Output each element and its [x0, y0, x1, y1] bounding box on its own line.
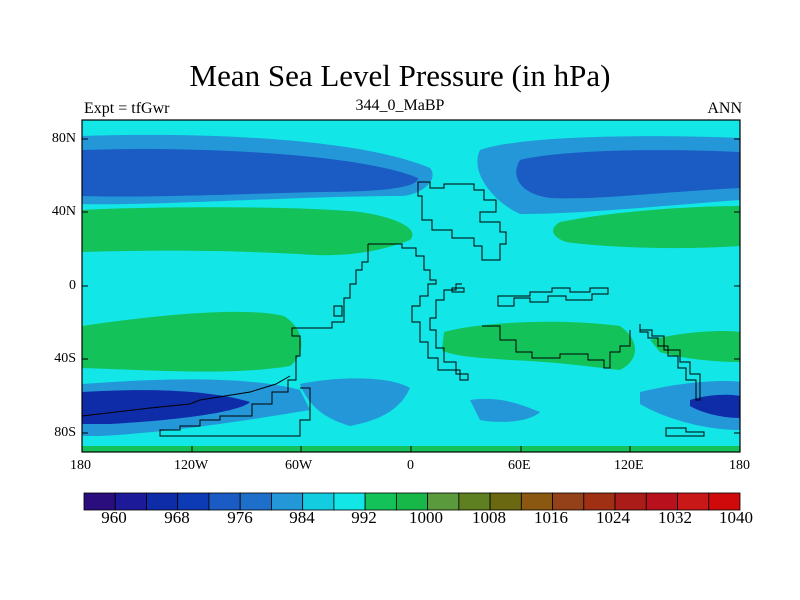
y-tick-label: 80N	[51, 131, 76, 146]
colorbar-label: 984	[289, 508, 315, 527]
x-tick-label: 120E	[614, 458, 644, 473]
north-low-east-core	[516, 150, 740, 199]
outline-america	[368, 243, 469, 381]
colorbar-label: 976	[227, 508, 253, 527]
colorbar-box	[708, 492, 741, 511]
y-tick-label: 0	[69, 278, 76, 293]
colorbar	[83, 492, 741, 511]
pressure-field	[82, 120, 740, 452]
colorbar-label: 1016	[534, 508, 568, 527]
north-high-east	[553, 206, 740, 249]
x-tick-label: 0	[407, 458, 414, 473]
x-tick-label: 180	[729, 458, 750, 473]
outline-island-b	[451, 287, 465, 293]
time-label: 344_0_MaBP	[355, 97, 445, 114]
colorbar-label: 1000	[409, 508, 443, 527]
outline-asia	[417, 181, 507, 261]
outline-island-a	[333, 305, 343, 317]
tick-marks	[81, 138, 741, 452]
outline-west-coast	[159, 244, 369, 437]
plot-title: Mean Sea Level Pressure (in hPa)	[189, 58, 611, 93]
x-tick-label: 60E	[508, 458, 531, 473]
experiment-label: Expt = tfGwr	[84, 100, 170, 117]
south-high-west	[82, 311, 302, 372]
colorbar-label: 968	[164, 508, 190, 527]
x-tick-label: 180	[70, 458, 91, 473]
north-high-west	[82, 207, 413, 256]
colorbar-label: 1008	[472, 508, 506, 527]
south-high-east	[650, 330, 740, 362]
south-high-central	[442, 321, 635, 370]
outline-east-asia	[482, 325, 631, 369]
outline-south-patagonia	[81, 375, 291, 417]
colorbar-label: 1024	[596, 508, 630, 527]
south-low-southern-ocean	[470, 398, 540, 422]
colorbar-label: 1032	[658, 508, 692, 527]
y-tick-label: 40N	[51, 204, 76, 219]
outline-australia	[497, 287, 609, 307]
y-tick-label: 80S	[54, 425, 76, 440]
colorbar-label: 960	[101, 508, 127, 527]
y-tick-label: 40S	[54, 351, 76, 366]
x-tick-label: 60W	[285, 458, 313, 473]
season-label: ANN	[707, 100, 742, 117]
colorbar-label: 1040	[719, 508, 753, 527]
colorbar-label: 992	[351, 508, 377, 527]
outline-antarctic-shelf	[665, 427, 705, 437]
south-low-east-core	[690, 394, 740, 418]
x-tick-label: 120W	[174, 458, 209, 473]
continent-outlines	[81, 181, 705, 437]
north-low-west-core	[82, 149, 418, 197]
south-low-atlantic	[300, 378, 410, 426]
outline-pacific-islands	[639, 324, 701, 401]
